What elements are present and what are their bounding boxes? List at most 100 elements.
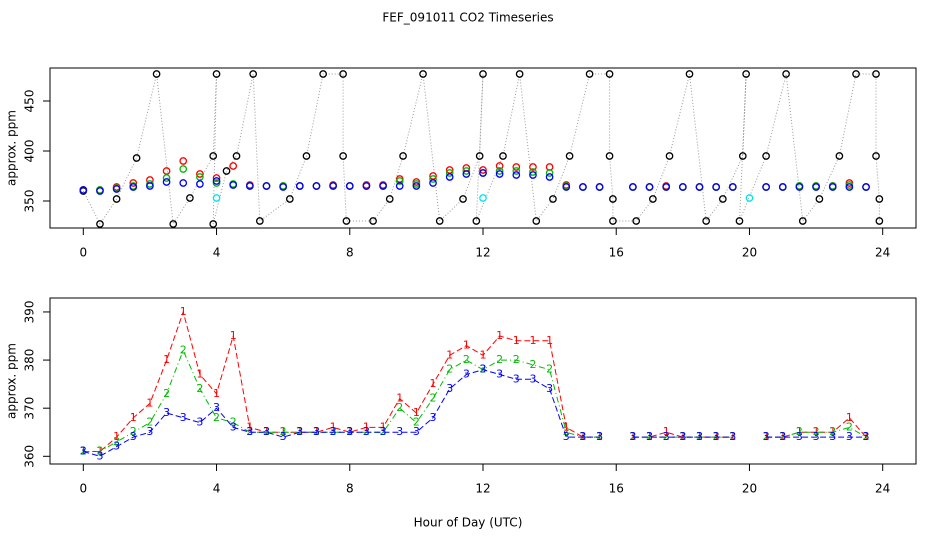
point-marker: 2 xyxy=(596,430,603,443)
point xyxy=(872,152,880,160)
point xyxy=(129,183,138,191)
point-marker: 1 xyxy=(663,425,670,438)
point xyxy=(312,182,321,190)
point xyxy=(745,194,754,202)
point xyxy=(728,183,737,191)
point-marker: 2 xyxy=(380,425,387,438)
x-tick-label: 24 xyxy=(875,246,890,260)
point-marker: 2 xyxy=(863,430,870,443)
point-marker: 3 xyxy=(363,425,370,438)
point-marker: 2 xyxy=(463,353,470,366)
point xyxy=(609,195,617,203)
point-marker: 2 xyxy=(280,425,287,438)
point-marker: 1 xyxy=(363,420,370,433)
point xyxy=(579,183,587,191)
point-marker: 1 xyxy=(196,368,203,381)
point-marker: 1 xyxy=(230,329,237,342)
series-line xyxy=(82,73,880,226)
point-marker: 2 xyxy=(80,444,87,457)
point-marker: 1 xyxy=(646,430,653,443)
point-marker: 2 xyxy=(230,416,237,429)
x-tick-label: 20 xyxy=(742,246,757,260)
point xyxy=(255,217,264,225)
y-tick-label: 400 xyxy=(23,140,37,163)
point xyxy=(179,165,188,173)
point-marker: 3 xyxy=(130,430,137,443)
point-marker: 3 xyxy=(296,425,303,438)
plot-frame xyxy=(49,67,917,229)
point xyxy=(872,70,880,78)
point-marker: 3 xyxy=(696,430,703,443)
point xyxy=(512,163,521,171)
point xyxy=(395,182,404,190)
point xyxy=(472,217,481,225)
point xyxy=(815,195,824,203)
point xyxy=(629,183,637,191)
point-marker: 2 xyxy=(713,430,720,443)
point xyxy=(742,70,750,78)
point xyxy=(329,182,337,190)
point-marker: 3 xyxy=(163,406,170,419)
x-tick-label: 8 xyxy=(346,246,354,260)
point-marker: 1 xyxy=(130,411,137,424)
point-marker: 1 xyxy=(146,396,153,409)
point-marker: 3 xyxy=(563,430,570,443)
point-marker: 1 xyxy=(163,353,170,366)
point-marker: 2 xyxy=(163,387,170,400)
point-marker: 3 xyxy=(396,425,403,438)
point-marker: 3 xyxy=(829,430,836,443)
point xyxy=(112,195,121,203)
point xyxy=(479,194,487,202)
point xyxy=(835,152,844,160)
point-marker: 1 xyxy=(529,334,536,347)
point-marker: 2 xyxy=(413,416,420,429)
point-marker: 1 xyxy=(113,430,120,443)
series-line xyxy=(83,369,866,457)
point-marker: 3 xyxy=(330,425,337,438)
point-marker: 1 xyxy=(846,411,853,424)
point xyxy=(209,152,218,160)
point-marker: 3 xyxy=(513,372,520,385)
point-marker: 1 xyxy=(496,329,503,342)
point xyxy=(495,162,504,170)
point xyxy=(495,167,504,175)
point xyxy=(445,173,454,181)
point xyxy=(152,70,161,78)
point-marker: 2 xyxy=(729,430,736,443)
point-marker: 1 xyxy=(779,430,786,443)
point xyxy=(245,182,254,190)
point-marker: 1 xyxy=(696,430,703,443)
point xyxy=(585,70,594,78)
point xyxy=(515,70,524,78)
x-tick-label: 0 xyxy=(79,482,87,496)
point xyxy=(196,180,204,188)
point xyxy=(429,175,437,183)
point xyxy=(212,177,221,185)
point xyxy=(812,183,820,191)
point xyxy=(96,220,104,228)
point xyxy=(762,183,770,191)
point xyxy=(385,195,394,203)
point xyxy=(495,170,504,178)
point-marker: 3 xyxy=(646,430,653,443)
point xyxy=(186,194,194,202)
point xyxy=(695,183,704,191)
point-marker: 3 xyxy=(346,425,353,438)
point xyxy=(342,217,351,225)
x-tick-label: 16 xyxy=(609,482,624,496)
y-tick-label: 350 xyxy=(23,190,37,213)
point-marker: 2 xyxy=(196,382,203,395)
point xyxy=(762,152,770,160)
point-marker: 3 xyxy=(679,430,686,443)
point xyxy=(412,182,421,190)
point-marker: 1 xyxy=(713,430,720,443)
point-marker: 2 xyxy=(446,363,453,376)
point xyxy=(229,162,238,170)
point-marker: 3 xyxy=(446,382,453,395)
point-marker: 3 xyxy=(413,425,420,438)
point-marker: 2 xyxy=(263,425,270,438)
y-axis-label: approx. ppm xyxy=(5,343,19,419)
point-marker: 3 xyxy=(480,363,487,376)
point-marker: 1 xyxy=(796,425,803,438)
